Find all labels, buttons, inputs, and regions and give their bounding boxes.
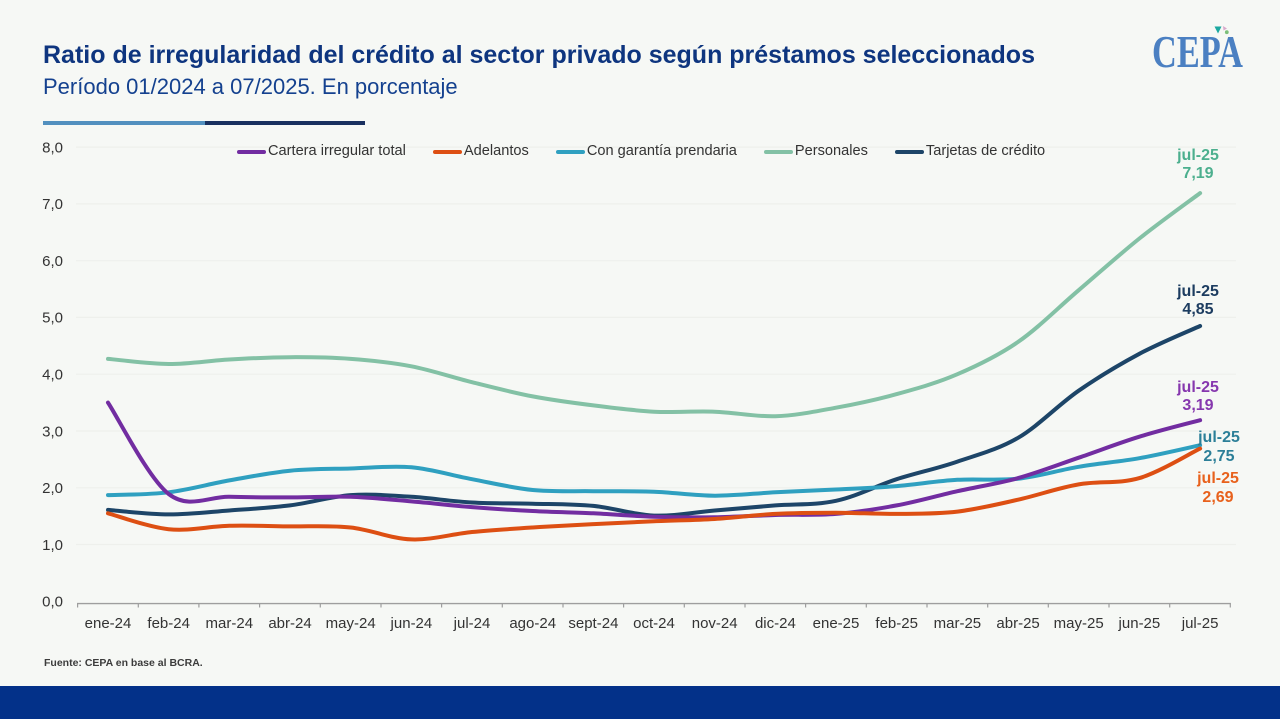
svg-text:ago-24: ago-24 xyxy=(509,615,556,632)
svg-text:2,69: 2,69 xyxy=(1202,489,1233,506)
svg-text:3,19: 3,19 xyxy=(1182,397,1213,414)
svg-text:7,0: 7,0 xyxy=(42,196,63,213)
svg-text:7,19: 7,19 xyxy=(1182,165,1213,182)
svg-text:may-24: may-24 xyxy=(326,615,376,632)
svg-text:jul-25: jul-25 xyxy=(1197,429,1240,446)
svg-text:1,0: 1,0 xyxy=(42,537,63,554)
svg-text:oct-24: oct-24 xyxy=(633,615,675,632)
svg-text:mar-25: mar-25 xyxy=(934,615,982,632)
svg-text:2,75: 2,75 xyxy=(1203,448,1234,465)
svg-text:ene-25: ene-25 xyxy=(813,615,860,632)
svg-text:nov-24: nov-24 xyxy=(692,615,738,632)
svg-text:0,0: 0,0 xyxy=(42,594,63,611)
svg-text:2,0: 2,0 xyxy=(42,480,63,497)
svg-text:jun-25: jun-25 xyxy=(1118,615,1161,632)
svg-text:feb-24: feb-24 xyxy=(147,615,190,632)
svg-text:abr-24: abr-24 xyxy=(268,615,311,632)
svg-text:jul-25: jul-25 xyxy=(1196,470,1239,487)
svg-text:may-25: may-25 xyxy=(1054,615,1104,632)
svg-text:sept-24: sept-24 xyxy=(568,615,618,632)
svg-text:4,85: 4,85 xyxy=(1182,301,1213,318)
svg-text:abr-25: abr-25 xyxy=(996,615,1039,632)
svg-text:4,0: 4,0 xyxy=(42,367,63,384)
svg-text:3,0: 3,0 xyxy=(42,423,63,440)
svg-text:jul-24: jul-24 xyxy=(453,615,491,632)
svg-text:jun-24: jun-24 xyxy=(390,615,433,632)
svg-text:ene-24: ene-24 xyxy=(85,615,132,632)
svg-text:feb-25: feb-25 xyxy=(875,615,918,632)
svg-text:5,0: 5,0 xyxy=(42,310,63,327)
svg-text:jul-25: jul-25 xyxy=(1176,147,1219,164)
svg-text:jul-25: jul-25 xyxy=(1176,379,1219,396)
svg-text:6,0: 6,0 xyxy=(42,253,63,270)
svg-text:dic-24: dic-24 xyxy=(755,615,796,632)
svg-text:mar-24: mar-24 xyxy=(206,615,254,632)
svg-text:8,0: 8,0 xyxy=(42,139,63,156)
svg-text:jul-25: jul-25 xyxy=(1181,615,1219,632)
svg-text:jul-25: jul-25 xyxy=(1176,283,1219,300)
